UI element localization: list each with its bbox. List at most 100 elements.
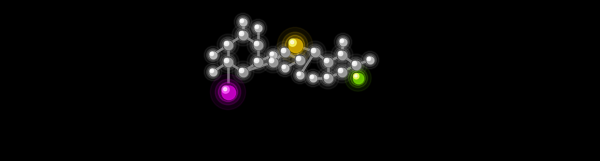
Circle shape bbox=[283, 66, 284, 67]
Circle shape bbox=[307, 44, 323, 60]
Circle shape bbox=[268, 50, 278, 60]
Circle shape bbox=[279, 46, 291, 58]
Circle shape bbox=[352, 72, 364, 84]
Circle shape bbox=[325, 75, 327, 77]
Circle shape bbox=[297, 57, 299, 59]
Circle shape bbox=[341, 40, 343, 41]
Circle shape bbox=[254, 58, 263, 67]
Circle shape bbox=[256, 26, 257, 27]
Circle shape bbox=[239, 31, 248, 40]
Circle shape bbox=[297, 72, 301, 76]
Circle shape bbox=[353, 74, 364, 84]
Circle shape bbox=[368, 58, 370, 59]
Circle shape bbox=[224, 58, 229, 63]
Circle shape bbox=[282, 65, 286, 69]
Circle shape bbox=[348, 57, 364, 73]
Circle shape bbox=[269, 58, 274, 63]
Circle shape bbox=[281, 48, 286, 53]
Circle shape bbox=[331, 61, 353, 83]
Circle shape bbox=[238, 67, 248, 77]
Circle shape bbox=[236, 16, 250, 28]
Circle shape bbox=[293, 69, 307, 81]
Circle shape bbox=[291, 66, 309, 84]
Circle shape bbox=[277, 44, 293, 60]
Circle shape bbox=[282, 49, 284, 51]
Circle shape bbox=[252, 56, 264, 68]
Circle shape bbox=[311, 48, 316, 53]
Circle shape bbox=[251, 22, 265, 34]
Circle shape bbox=[253, 23, 263, 33]
Circle shape bbox=[310, 47, 320, 57]
Circle shape bbox=[338, 51, 347, 60]
Circle shape bbox=[222, 56, 234, 68]
Circle shape bbox=[292, 52, 308, 68]
Circle shape bbox=[334, 64, 350, 80]
Circle shape bbox=[224, 41, 233, 50]
Circle shape bbox=[254, 41, 263, 50]
Circle shape bbox=[209, 51, 217, 59]
Circle shape bbox=[269, 51, 277, 59]
Circle shape bbox=[324, 58, 329, 63]
Circle shape bbox=[298, 73, 299, 74]
Circle shape bbox=[204, 46, 222, 64]
Circle shape bbox=[323, 73, 333, 83]
Circle shape bbox=[340, 39, 344, 43]
Circle shape bbox=[276, 59, 294, 77]
Circle shape bbox=[237, 66, 249, 78]
Circle shape bbox=[262, 51, 284, 73]
Circle shape bbox=[311, 76, 313, 77]
Circle shape bbox=[217, 34, 239, 56]
Circle shape bbox=[336, 66, 348, 78]
Circle shape bbox=[239, 18, 247, 26]
Circle shape bbox=[211, 70, 212, 71]
Circle shape bbox=[309, 46, 321, 58]
Circle shape bbox=[239, 31, 244, 36]
Circle shape bbox=[296, 56, 305, 65]
Circle shape bbox=[304, 69, 322, 87]
Circle shape bbox=[307, 72, 319, 84]
Circle shape bbox=[238, 30, 248, 40]
Circle shape bbox=[280, 63, 290, 73]
Circle shape bbox=[224, 58, 233, 67]
Circle shape bbox=[345, 65, 371, 91]
Circle shape bbox=[281, 64, 289, 72]
Circle shape bbox=[208, 67, 218, 77]
Circle shape bbox=[220, 37, 236, 53]
Circle shape bbox=[296, 71, 304, 79]
Circle shape bbox=[222, 86, 236, 100]
Circle shape bbox=[355, 75, 357, 77]
Circle shape bbox=[252, 39, 264, 51]
Circle shape bbox=[210, 69, 217, 76]
Circle shape bbox=[220, 84, 236, 100]
Circle shape bbox=[324, 58, 333, 67]
Circle shape bbox=[295, 70, 305, 80]
Circle shape bbox=[294, 54, 306, 66]
Circle shape bbox=[352, 61, 357, 66]
Circle shape bbox=[317, 51, 339, 73]
Circle shape bbox=[310, 75, 317, 82]
Circle shape bbox=[366, 56, 374, 64]
Circle shape bbox=[282, 65, 289, 72]
Circle shape bbox=[223, 57, 233, 67]
Circle shape bbox=[253, 57, 263, 67]
Circle shape bbox=[351, 71, 365, 85]
Circle shape bbox=[287, 37, 303, 53]
Circle shape bbox=[274, 41, 296, 63]
Circle shape bbox=[235, 64, 251, 80]
Circle shape bbox=[267, 56, 279, 68]
Circle shape bbox=[309, 74, 317, 82]
Circle shape bbox=[351, 60, 361, 70]
Circle shape bbox=[232, 24, 254, 46]
Circle shape bbox=[334, 47, 350, 63]
Circle shape bbox=[310, 75, 314, 79]
Circle shape bbox=[325, 59, 327, 61]
Circle shape bbox=[247, 34, 269, 56]
Circle shape bbox=[290, 41, 294, 44]
Circle shape bbox=[255, 59, 257, 61]
Circle shape bbox=[218, 82, 238, 102]
Circle shape bbox=[296, 56, 301, 61]
Circle shape bbox=[265, 54, 281, 70]
Circle shape bbox=[208, 50, 218, 60]
Circle shape bbox=[286, 35, 305, 55]
Circle shape bbox=[210, 52, 214, 56]
